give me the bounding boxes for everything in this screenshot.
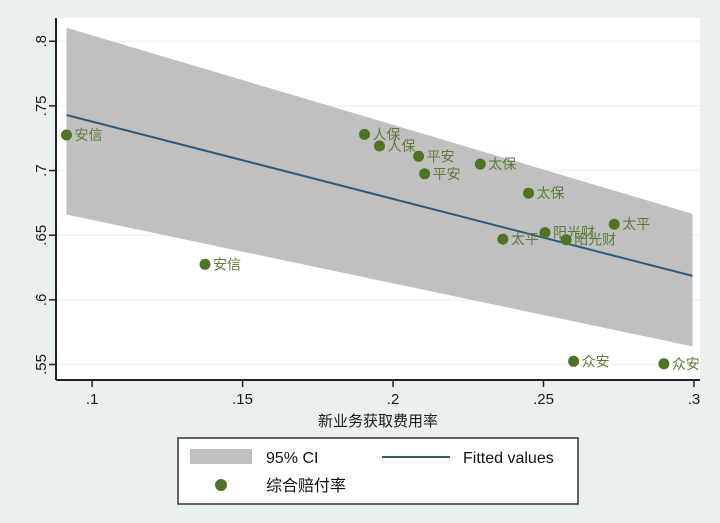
scatter-point: [199, 258, 211, 270]
scatter-point: [419, 168, 431, 180]
point-label: 人保: [388, 138, 416, 154]
x-tick-label: .25: [533, 391, 554, 408]
y-tick-label: .8: [33, 35, 50, 48]
point-label: 平安: [427, 148, 455, 164]
legend-scatter-dot-swatch: [215, 479, 227, 491]
point-label: 众安: [582, 353, 610, 369]
x-axis-title: 新业务获取费用率: [318, 413, 438, 430]
point-label: 太平: [511, 231, 539, 247]
y-tick-label: .6: [33, 294, 50, 307]
point-label: 阳光财: [574, 232, 616, 248]
scatter-point: [61, 129, 72, 141]
scatter-point: [523, 187, 534, 199]
x-tick-label: .2: [387, 391, 400, 408]
legend-box: [177, 437, 579, 505]
scatter-point: [413, 150, 425, 162]
scatter-point: [359, 128, 370, 140]
x-tick-label: .3: [688, 391, 701, 408]
confidence-interval-band: [66, 27, 693, 347]
point-label: 阳光财: [553, 225, 595, 241]
legend-scatter-label: 综合赔付率: [266, 477, 346, 495]
y-tick-label: .55: [33, 354, 50, 375]
point-label: 安信: [75, 127, 103, 143]
scatter-point: [497, 233, 509, 245]
x-tick-label: .15: [232, 391, 253, 408]
point-label: 安信: [213, 256, 241, 272]
legend-fitted-values-label: Fitted values: [463, 450, 554, 467]
fitted-values-line: [66, 114, 693, 277]
legend-ci-band-swatch: [190, 449, 252, 464]
y-tick-label: .65: [33, 225, 50, 246]
y-tick-label: .7: [33, 164, 50, 177]
scatter-point: [658, 358, 670, 370]
point-label: 平安: [433, 166, 461, 182]
chart-legend: 95% CI Fitted values 综合赔付率: [177, 437, 579, 505]
scatter-point: [374, 140, 385, 152]
point-label: 人保: [373, 126, 401, 142]
y-axis-ticks: .55 .6 .65 .7 .75 .8: [33, 35, 56, 375]
x-tick-label: .1: [86, 391, 99, 408]
scatter-points-group: [61, 128, 670, 370]
scatter-point: [568, 355, 580, 367]
legend-ci-band-label: 95% CI: [266, 450, 318, 467]
scatter-point: [608, 218, 620, 230]
point-label: 众安: [672, 356, 700, 372]
y-tick-label: .75: [33, 95, 50, 116]
axis-lines: [55, 18, 700, 381]
scatter-point: [474, 158, 486, 170]
scatter-point: [539, 227, 551, 239]
x-axis-ticks: .1 .15 .2 .25 .3: [86, 380, 700, 408]
point-label: 太保: [488, 156, 516, 172]
scatter-point: [560, 234, 572, 246]
point-label: 太平: [622, 216, 650, 232]
point-label: 太保: [537, 185, 565, 201]
